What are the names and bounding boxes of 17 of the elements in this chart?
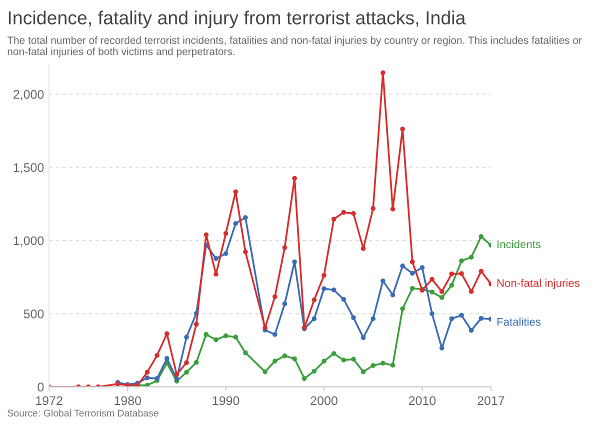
y-tick-label: 0 — [38, 382, 44, 392]
x-tick-label: 1980 — [114, 396, 142, 406]
series-label: Non-fatal injuries — [497, 278, 580, 290]
y-tick-label: 1,000 — [14, 236, 44, 247]
series-label: Fatalities — [497, 318, 541, 326]
x-tick-label: 2010 — [408, 396, 436, 406]
x-tick-label: 1990 — [212, 396, 240, 406]
source-note: Source: Global Terrorism Database — [8, 409, 158, 417]
y-tick-label: 1,500 — [14, 163, 44, 174]
chart-title: Incidence, fatality and injury from terrorist attacks, India — [8, 10, 466, 28]
x-tick-label: 1972 — [36, 396, 62, 406]
y-tick-label: 2,000 — [14, 90, 44, 100]
x-tick-label: 2000 — [310, 396, 338, 406]
x-tick-label: 2017 — [478, 396, 504, 406]
y-tick-label: 500 — [24, 309, 44, 318]
chart-subtitle: The total number of recorded terrorist incidents, fatalities and non-fatal injuries by country or region. This includes fatalities or non-fatal injuries of both victims and perpetrators. — [7, 36, 582, 58]
series-label: Incidents — [498, 240, 541, 248]
